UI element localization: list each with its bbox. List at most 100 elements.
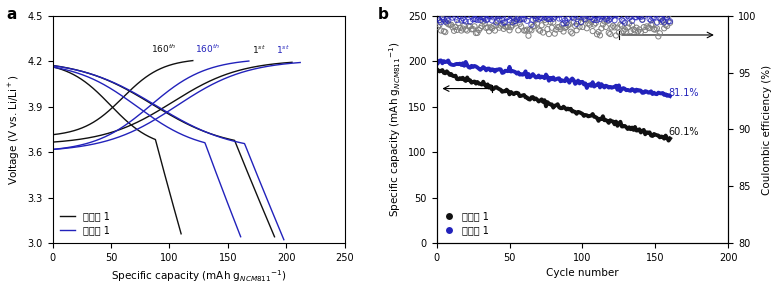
Point — [560, 21, 573, 25]
Point — [513, 22, 526, 26]
Point — [595, 26, 608, 31]
Point — [486, 26, 499, 31]
Point — [525, 28, 538, 33]
Point — [623, 21, 636, 26]
Point — [503, 18, 516, 22]
Point — [508, 19, 520, 24]
Point — [508, 15, 520, 20]
Point — [639, 28, 651, 32]
Point — [486, 18, 499, 23]
Point — [547, 17, 559, 21]
Point — [498, 20, 510, 25]
Point — [527, 24, 539, 29]
Point — [553, 16, 566, 21]
Y-axis label: Specific capacity (mAh g$_{NCM811}$$^{-1}$): Specific capacity (mAh g$_{NCM811}$$^{-1… — [387, 42, 403, 217]
Point — [436, 17, 449, 21]
Point — [617, 29, 629, 33]
Point — [563, 22, 576, 27]
Point — [468, 24, 481, 29]
Point — [594, 17, 606, 21]
Point — [612, 11, 624, 16]
Point — [655, 19, 668, 24]
Point — [545, 14, 558, 19]
Point — [537, 30, 549, 35]
Point — [560, 24, 573, 29]
Legend: 비교예 1, 실시예 1: 비교예 1, 실시예 1 — [58, 208, 113, 238]
Point — [439, 19, 452, 24]
Point — [662, 13, 675, 17]
Point — [573, 24, 586, 29]
Point — [635, 30, 647, 34]
Point — [522, 33, 534, 38]
Point — [500, 25, 513, 30]
Legend: 비교예 1, 실시예 1: 비교예 1, 실시예 1 — [442, 208, 492, 238]
Point — [440, 20, 453, 25]
Point — [557, 29, 569, 34]
Point — [438, 29, 450, 33]
Point — [569, 24, 581, 28]
Point — [475, 15, 488, 19]
Point — [527, 17, 539, 22]
Point — [662, 19, 675, 24]
Point — [635, 15, 647, 19]
Point — [583, 22, 596, 27]
Point — [509, 19, 522, 23]
Point — [630, 15, 643, 19]
Point — [452, 21, 464, 26]
Point — [464, 19, 476, 24]
Point — [592, 15, 605, 20]
Point — [645, 18, 657, 23]
Point — [477, 19, 489, 24]
Point — [490, 23, 502, 28]
Point — [636, 17, 649, 22]
Point — [452, 11, 464, 16]
Point — [614, 22, 626, 27]
Point — [642, 25, 654, 30]
Point — [576, 12, 589, 17]
Point — [572, 15, 584, 19]
Point — [566, 14, 579, 19]
Point — [448, 11, 460, 16]
Point — [499, 24, 511, 29]
Point — [615, 24, 628, 28]
Point — [461, 13, 474, 17]
Point — [622, 25, 634, 30]
Point — [619, 27, 631, 32]
Point — [445, 13, 457, 17]
Point — [612, 25, 624, 30]
Point — [478, 16, 491, 21]
Text: 1$^{st}$: 1$^{st}$ — [276, 44, 290, 56]
Point — [619, 20, 631, 25]
Point — [567, 16, 580, 21]
Point — [496, 17, 509, 22]
Point — [488, 13, 501, 18]
Point — [637, 25, 650, 29]
Point — [659, 13, 671, 17]
Point — [598, 12, 611, 17]
Point — [448, 29, 460, 33]
Point — [530, 16, 542, 20]
Point — [458, 18, 471, 22]
Point — [613, 14, 626, 19]
Point — [594, 33, 606, 38]
Text: 1$^{st}$: 1$^{st}$ — [252, 44, 266, 56]
Point — [499, 20, 511, 24]
Point — [464, 24, 476, 29]
Point — [477, 15, 489, 20]
Point — [600, 17, 612, 21]
Point — [503, 28, 516, 33]
Point — [543, 32, 555, 36]
Point — [587, 17, 599, 21]
Point — [607, 13, 619, 18]
Point — [512, 28, 524, 33]
Text: a: a — [6, 7, 16, 22]
Point — [460, 19, 472, 24]
Point — [567, 20, 580, 24]
Point — [580, 13, 593, 18]
Point — [492, 19, 504, 24]
Point — [543, 17, 555, 21]
Point — [579, 18, 591, 23]
Point — [649, 12, 661, 17]
Point — [588, 18, 601, 22]
Point — [640, 24, 653, 29]
